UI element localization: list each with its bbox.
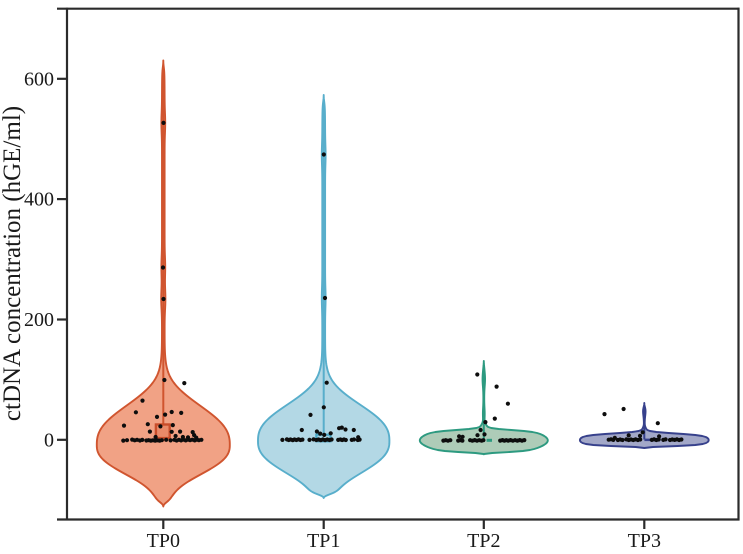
svg-text:TP2: TP2 — [467, 530, 500, 552]
svg-text:TP3: TP3 — [628, 530, 661, 552]
svg-text:0: 0 — [44, 429, 54, 451]
svg-text:ctDNA concentration (hGE/ml): ctDNA concentration (hGE/ml) — [0, 106, 26, 421]
svg-text:TP0: TP0 — [147, 530, 180, 552]
svg-text:600: 600 — [24, 68, 54, 90]
svg-text:TP1: TP1 — [307, 530, 340, 552]
svg-text:200: 200 — [24, 309, 54, 331]
svg-text:400: 400 — [24, 189, 54, 211]
